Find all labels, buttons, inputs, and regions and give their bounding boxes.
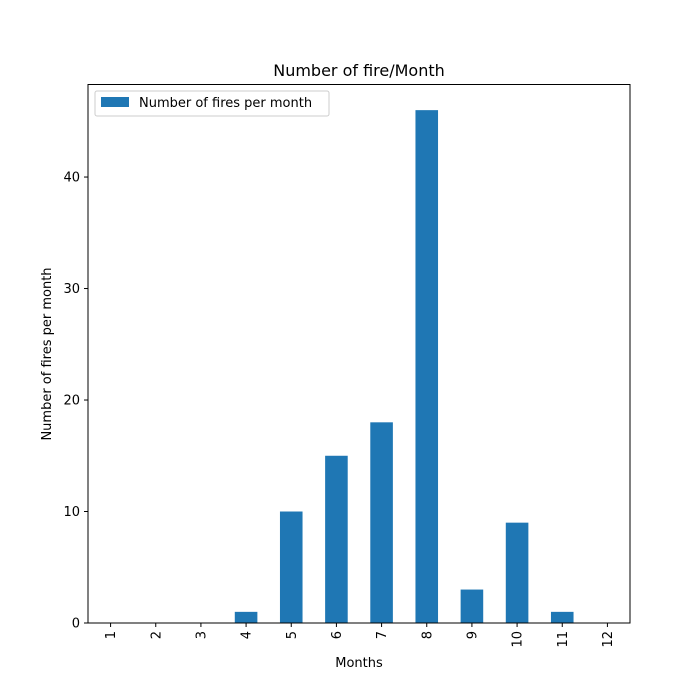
y-axis-label: Number of fires per month: [40, 267, 55, 440]
bar: [279, 511, 303, 623]
x-tick-label: 5: [285, 631, 300, 639]
bar: [325, 455, 348, 623]
bar-series: [234, 110, 574, 623]
x-tick-label: 3: [194, 631, 209, 639]
bar: [550, 611, 574, 623]
x-tick-label: 7: [375, 631, 390, 639]
y-axis-ticks: 0 10 20 30 40: [63, 171, 88, 632]
y-tick-label: 30: [63, 282, 80, 297]
y-tick-label: 40: [63, 171, 80, 186]
x-tick-label: 4: [240, 631, 255, 639]
y-tick-label: 0: [72, 617, 80, 632]
y-tick-label: 20: [63, 394, 80, 409]
x-tick-label: 1: [104, 631, 119, 639]
bar: [234, 611, 258, 623]
x-tick-label: 10: [511, 631, 526, 648]
x-tick-label: 6: [330, 631, 345, 639]
y-tick-label: 10: [63, 505, 80, 520]
x-axis-ticks: 1 2 3 4 5 6 7 8 9 10 11 12: [104, 623, 616, 648]
legend-label: Number of fires per month: [139, 96, 312, 111]
x-tick-label: 9: [465, 631, 480, 639]
legend-box: [94, 90, 330, 117]
bar: [370, 422, 393, 623]
legend: Number of fires per month: [94, 90, 330, 117]
chart-title: Number of fire/Month: [273, 61, 445, 80]
bar: [505, 522, 529, 623]
legend-swatch: [101, 97, 129, 107]
x-tick-label: 11: [556, 631, 571, 648]
x-tick-label: 12: [601, 631, 616, 648]
bar: [415, 110, 439, 623]
x-tick-label: 8: [420, 631, 435, 639]
x-axis-label: Months: [335, 656, 383, 671]
bar: [460, 589, 484, 623]
x-tick-label: 2: [149, 631, 164, 639]
plot-area-frame: [87, 84, 631, 624]
